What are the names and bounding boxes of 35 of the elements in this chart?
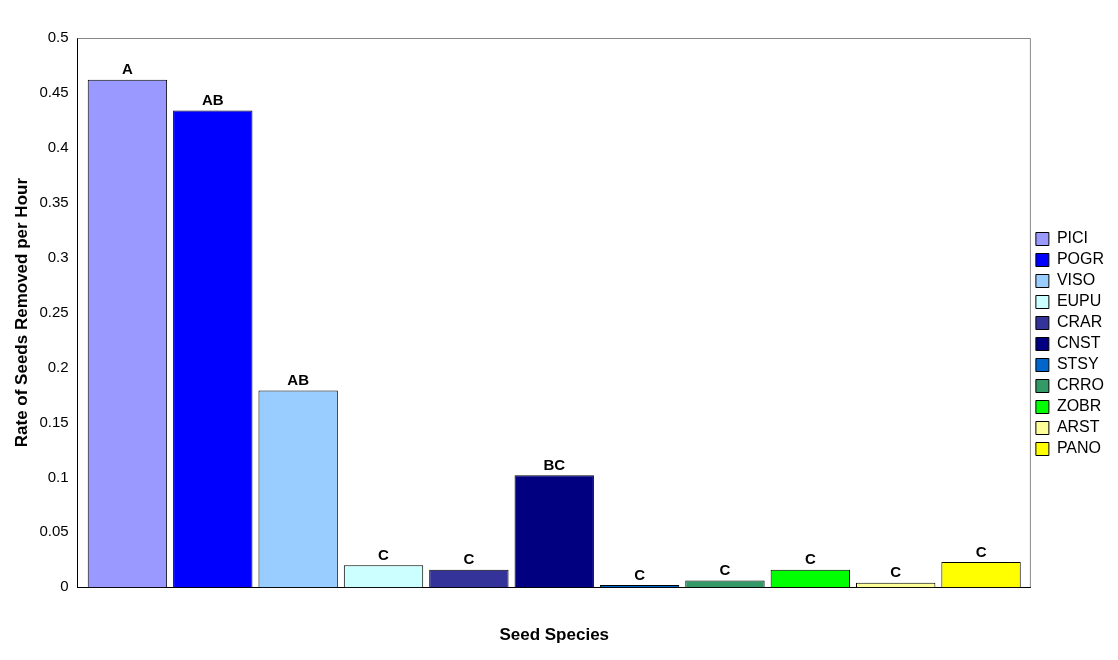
data-label: C	[634, 565, 646, 583]
y-tick-label: 0.4	[47, 137, 69, 155]
y-tick-label: 0	[60, 577, 69, 595]
data-label: A	[122, 60, 133, 78]
y-tick-label: 0.25	[39, 302, 69, 320]
data-label: AB	[201, 91, 224, 109]
legend-label: PICI	[1056, 229, 1089, 247]
data-label: C	[378, 545, 390, 563]
legend-label: POGR	[1056, 250, 1105, 268]
x-axis-title: Seed Species	[499, 625, 610, 645]
y-axis-title: Rate of Seeds Removed per Hour	[11, 177, 31, 448]
y-tick-label: 0.3	[47, 247, 69, 265]
legend-label: EUPU	[1056, 292, 1102, 310]
y-tick-label: 0.5	[47, 28, 69, 46]
data-label: C	[975, 542, 987, 560]
y-tick-label: 0.35	[39, 192, 69, 210]
y-tick-label: 0.2	[47, 357, 69, 375]
legend-label: CRRO	[1056, 376, 1104, 394]
data-label: C	[463, 550, 475, 568]
legend-label: CRAR	[1056, 313, 1103, 331]
y-tick-label: 0.15	[39, 412, 69, 430]
data-label: C	[804, 550, 816, 568]
data-label: BC	[543, 455, 566, 473]
y-tick-label: 0.1	[47, 467, 69, 485]
legend-label: ARST	[1056, 418, 1100, 436]
legend-label: CNST	[1056, 334, 1101, 352]
data-label: C	[719, 561, 731, 579]
y-tick-label: 0.45	[39, 83, 69, 101]
data-label: C	[890, 563, 902, 581]
legend-label: ZOBR	[1056, 397, 1102, 415]
legend-label: STSY	[1056, 355, 1099, 373]
legend-label: PANO	[1056, 439, 1102, 457]
legend-label: VISO	[1056, 271, 1096, 289]
data-label: AB	[287, 371, 310, 389]
y-tick-label: 0.05	[39, 522, 69, 540]
